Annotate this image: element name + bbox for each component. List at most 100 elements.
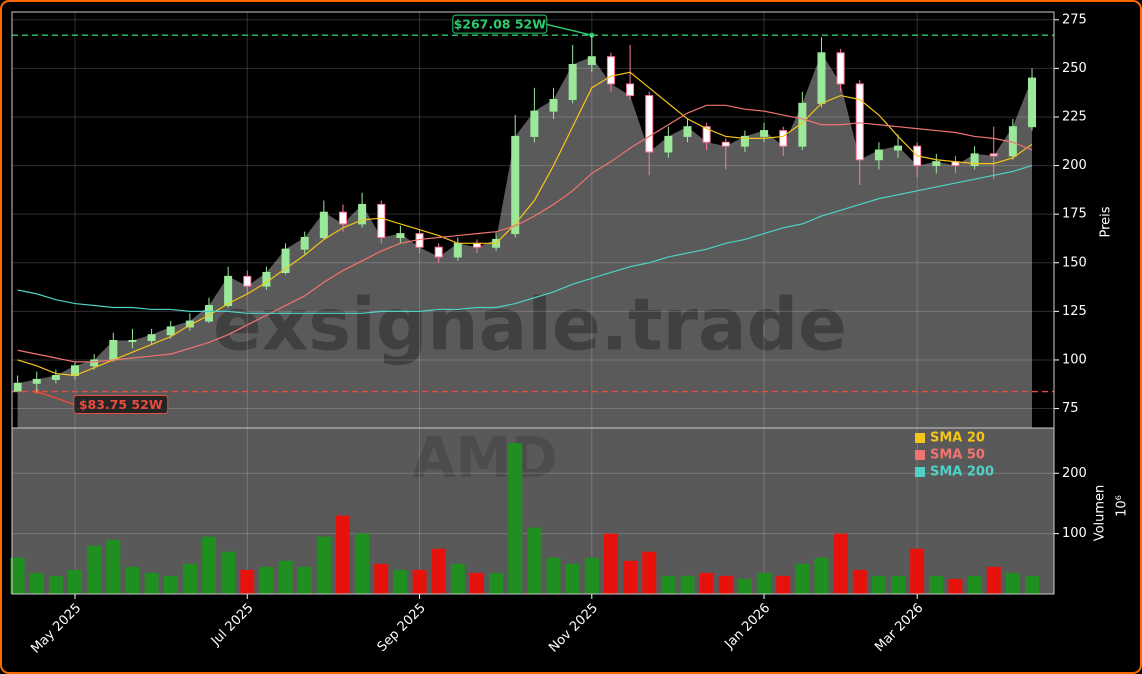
legend-swatch — [915, 450, 925, 460]
volume-bar — [259, 566, 274, 594]
legend-label: SMA 20 — [930, 431, 985, 446]
volume-bar — [393, 569, 408, 594]
volume-bar — [795, 563, 810, 594]
candle-body — [243, 275, 252, 287]
candle-body — [319, 211, 328, 238]
volume-bar — [125, 566, 140, 594]
volume-bar — [202, 536, 216, 594]
volume-bar — [967, 575, 982, 594]
volume-bar — [163, 575, 178, 594]
volume-bar — [450, 563, 465, 594]
candle-body — [453, 242, 462, 258]
y-axis-label: Preis — [1099, 206, 1114, 237]
y-tick-label: 225 — [1062, 109, 1087, 124]
candle-body — [51, 375, 60, 380]
candle-body — [664, 135, 673, 153]
candle-body — [779, 130, 788, 147]
volume-bar — [278, 560, 293, 594]
volume-bar — [144, 572, 159, 594]
candle-body — [836, 52, 845, 85]
y-tick-label: 200 — [1062, 158, 1087, 173]
candle-body — [702, 126, 711, 143]
watermark: AMD — [412, 426, 558, 491]
watermark: exsignale.trade — [213, 283, 847, 367]
y-tick-label: 275 — [1062, 12, 1087, 27]
volume-bar — [986, 566, 1001, 594]
volume-bar — [910, 548, 925, 594]
legend-swatch — [915, 467, 925, 477]
volume-bar — [603, 533, 618, 594]
candle-body — [511, 135, 520, 235]
candle-body — [626, 83, 635, 97]
volume-bar — [833, 533, 848, 594]
candle-body — [760, 130, 769, 137]
volume-bar — [737, 578, 752, 594]
y-tick-label: 200 — [1062, 466, 1087, 481]
volume-bar — [623, 560, 638, 594]
candle-body — [970, 153, 979, 167]
volume-bar — [757, 572, 772, 594]
candle-body — [338, 211, 347, 225]
y-tick-label: 100 — [1062, 526, 1087, 541]
sma-line — [17, 164, 1033, 314]
candle-body — [1028, 77, 1037, 128]
volume-bar — [814, 557, 829, 594]
legend-swatch — [915, 433, 925, 443]
volume-bar — [335, 515, 350, 594]
candle-body — [817, 52, 826, 104]
candle-body — [224, 275, 233, 307]
sma-line — [17, 71, 1033, 377]
volume-bar — [527, 527, 542, 594]
volume-bar — [374, 563, 389, 594]
candle-body — [530, 110, 539, 137]
volume-bar — [489, 572, 504, 594]
candle-body — [645, 95, 654, 153]
volume-border — [11, 427, 1055, 595]
candle-body — [683, 126, 692, 137]
candle-body — [377, 203, 386, 238]
volume-bar — [87, 545, 102, 594]
volume-bar — [699, 572, 714, 594]
volume-bar — [929, 575, 944, 594]
candle-body — [166, 326, 175, 336]
volume-bar — [469, 572, 484, 594]
volume-bar — [508, 443, 523, 594]
volume-bar — [182, 563, 197, 594]
volume-bar — [661, 575, 676, 594]
candle-body — [185, 320, 194, 328]
axis-offset: 10⁶ — [1115, 495, 1130, 517]
annotation-label: $83.75 52W — [79, 397, 163, 412]
volume-bar — [10, 557, 25, 594]
legend-label: SMA 50 — [930, 448, 985, 463]
candle-body — [932, 161, 941, 167]
legend-label: SMA 200 — [930, 465, 994, 480]
candle-body — [281, 248, 290, 273]
y-tick-label: 75 — [1062, 401, 1079, 416]
candle-body — [568, 63, 577, 100]
candle-body — [434, 246, 443, 258]
candle-body — [32, 378, 41, 384]
candle-body — [587, 56, 596, 65]
volume-bar — [412, 569, 427, 594]
sma-line — [17, 104, 1033, 363]
watermarks: exsignale.trade AMD — [213, 283, 847, 492]
volume-bar — [316, 536, 331, 594]
candle-body — [721, 141, 730, 147]
candle-body — [13, 382, 22, 392]
candle-body — [606, 56, 615, 85]
volume-bar — [680, 575, 695, 594]
candle-body — [855, 83, 864, 161]
annotation-arrow — [545, 23, 592, 36]
candle-body — [549, 98, 558, 112]
volume-bar — [718, 575, 733, 594]
volume-bar — [948, 578, 963, 594]
annotation-arrow — [36, 390, 75, 406]
y-axis-label: Volumen — [1093, 485, 1108, 542]
candle-body — [989, 153, 998, 157]
candle-body — [358, 203, 367, 225]
plot: exsignale.trade AMD 75 100 125 150 175 200 225 25… — [10, 11, 1130, 657]
candle-body — [300, 236, 309, 250]
annotation-box — [452, 14, 548, 34]
volume-bar — [68, 569, 83, 594]
